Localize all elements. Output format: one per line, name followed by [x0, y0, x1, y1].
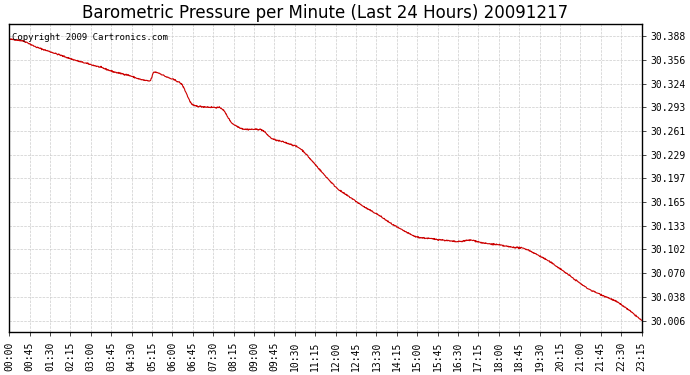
Title: Barometric Pressure per Minute (Last 24 Hours) 20091217: Barometric Pressure per Minute (Last 24 … — [82, 4, 569, 22]
Text: Copyright 2009 Cartronics.com: Copyright 2009 Cartronics.com — [12, 33, 168, 42]
